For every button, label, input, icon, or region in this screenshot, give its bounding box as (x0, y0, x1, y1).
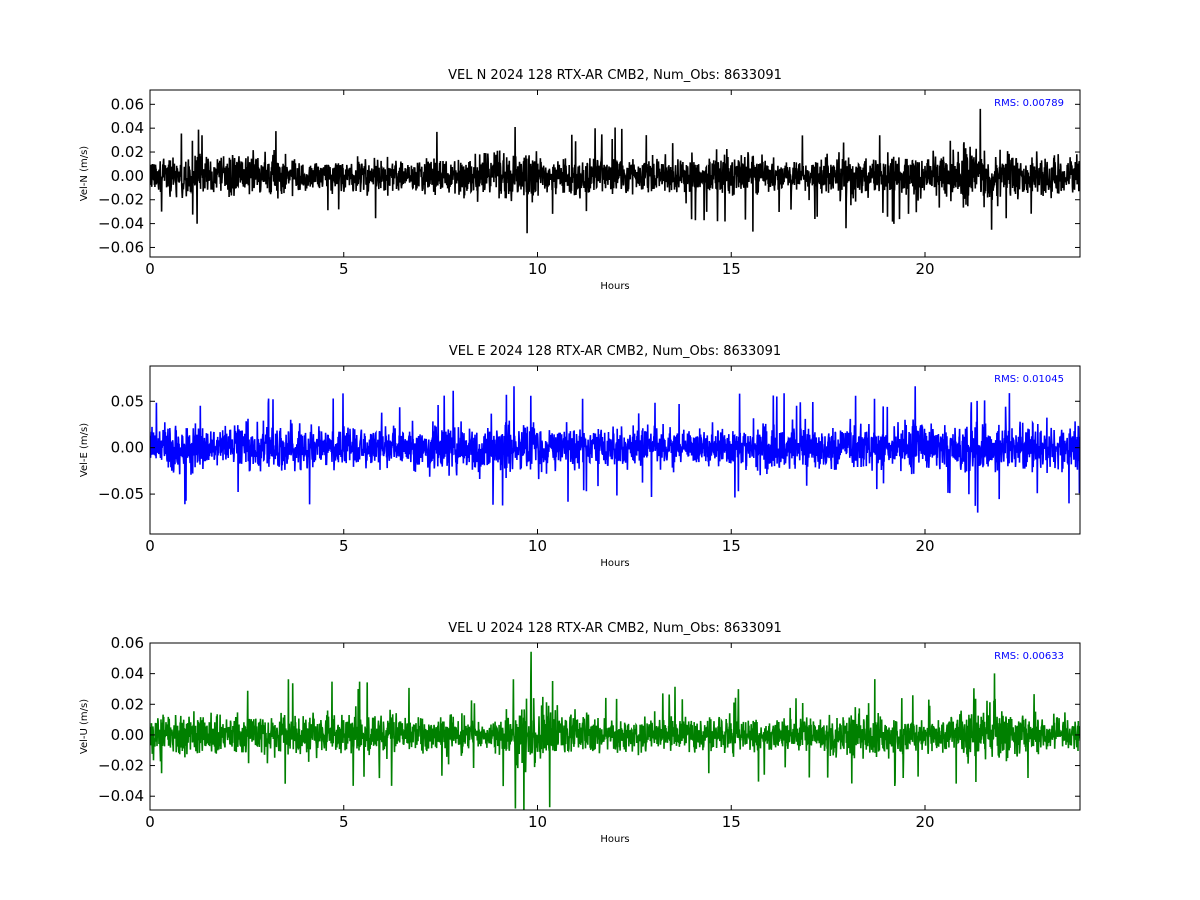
y-tick-label: 0.02 (111, 695, 144, 713)
rms-annotation: RMS: 0.00633 (994, 651, 1064, 662)
y-tick-label: −0.04 (98, 215, 144, 233)
rms-annotation: RMS: 0.01045 (994, 374, 1064, 385)
y-axis-label: Vel-U (m/s) (79, 699, 90, 754)
x-tick-label: 15 (722, 537, 741, 555)
y-tick-label: −0.06 (98, 238, 144, 256)
y-tick-label: 0.04 (111, 665, 144, 683)
x-axis-label: Hours (600, 281, 629, 292)
chart-title: VEL E 2024 128 RTX-AR CMB2, Num_Obs: 863… (449, 344, 781, 359)
chart-title: VEL U 2024 128 RTX-AR CMB2, Num_Obs: 863… (448, 621, 782, 636)
y-axis-label: Vel-N (m/s) (79, 146, 90, 201)
x-tick-label: 15 (722, 260, 741, 278)
axes-frame (149, 365, 1081, 535)
x-tick-label: 5 (339, 537, 349, 555)
panel-3: 0 5 10 15 20 −0.04 −0.02 0.00 0.02 0.04 0.06 VEL U … (79, 621, 1081, 845)
y-tick-label: 0.00 (111, 167, 144, 185)
x-tick-label: 10 (528, 813, 547, 831)
y-tick-label: −0.02 (98, 757, 144, 775)
series-trace (150, 108, 1080, 234)
rms-annotation: RMS: 0.00789 (994, 98, 1064, 109)
x-tick-label: 15 (722, 813, 741, 831)
x-tick-label: 0 (145, 537, 155, 555)
x-tick-label: 5 (339, 813, 349, 831)
chart-title: VEL N 2024 128 RTX-AR CMB2, Num_Obs: 863… (448, 68, 782, 83)
series-trace (150, 651, 1080, 810)
y-tick-label: −0.02 (98, 191, 144, 209)
y-tick-label: −0.04 (98, 787, 144, 805)
y-tick-label: 0.06 (111, 634, 144, 652)
axes-frame (149, 642, 1081, 811)
y-axis-label: Vel-E (m/s) (79, 423, 90, 477)
x-tick-label: 0 (145, 260, 155, 278)
panel-2: 0 5 10 15 20 −0.05 0.00 0.05 VEL E 2024 128 RTX-… (79, 344, 1081, 569)
x-tick-label: 20 (915, 813, 934, 831)
y-tick-label: −0.05 (98, 485, 144, 503)
x-tick-label: 20 (915, 537, 934, 555)
panel-1: 0 5 10 15 20 −0.06 −0.04 −0.02 0.00 0.02 0.04 0.06 V… (79, 68, 1081, 292)
x-axis-label: Hours (600, 834, 629, 845)
y-tick-label: 0.04 (111, 119, 144, 137)
y-tick-label: 0.00 (111, 439, 144, 457)
x-axis-label: Hours (600, 558, 629, 569)
series-trace (150, 386, 1080, 513)
x-tick-label: 5 (339, 260, 349, 278)
y-tick-label: 0.00 (111, 726, 144, 744)
x-tick-label: 10 (528, 537, 547, 555)
axes-frame (149, 89, 1081, 258)
y-tick-label: 0.02 (111, 143, 144, 161)
y-tick-label: 0.05 (111, 392, 144, 410)
x-tick-label: 20 (915, 260, 934, 278)
y-tick-label: 0.06 (111, 95, 144, 113)
x-tick-label: 10 (528, 260, 547, 278)
x-tick-label: 0 (145, 813, 155, 831)
